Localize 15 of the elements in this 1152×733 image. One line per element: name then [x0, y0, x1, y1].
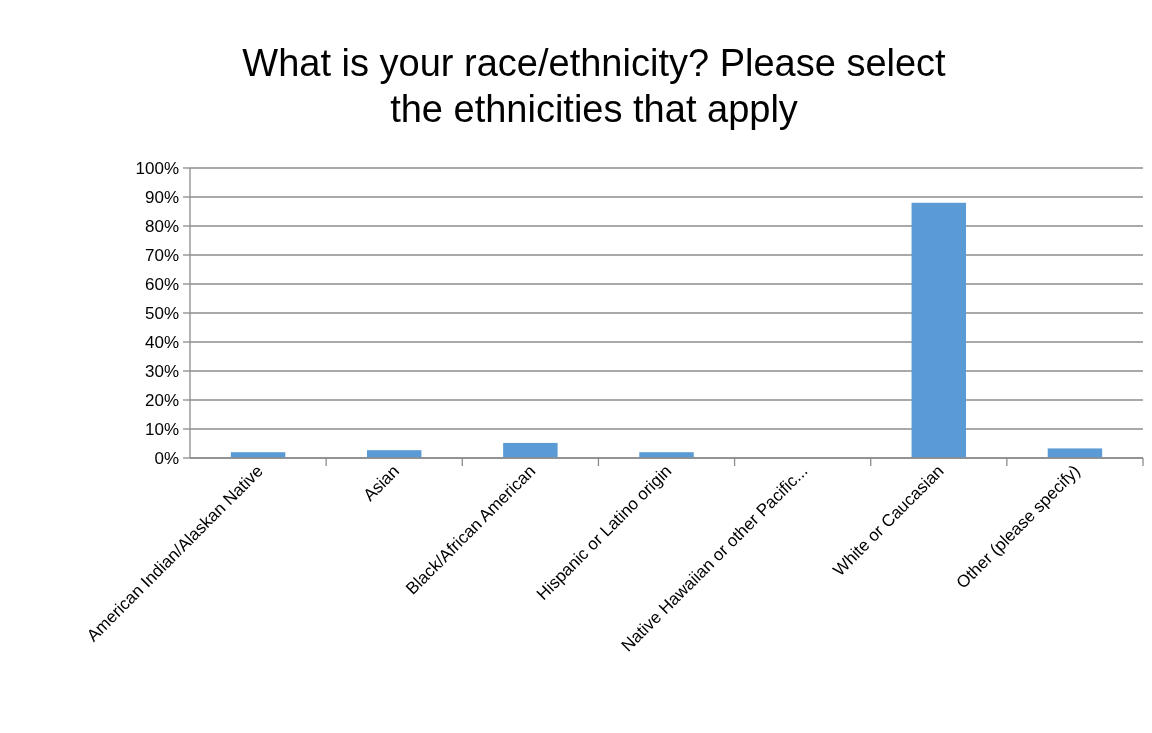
y-tick-label: 40%: [144, 332, 179, 352]
y-tick-label: 50%: [144, 303, 179, 323]
bar: [1047, 448, 1103, 458]
chart-title: What is your race/ethnicity? Please select the ethnicities that apply: [242, 42, 947, 130]
y-tick-label: 10%: [144, 419, 179, 439]
y-tick-label: 90%: [144, 187, 179, 207]
y-tick-label: 70%: [144, 245, 179, 265]
y-tick-label: 0%: [154, 448, 179, 468]
bar: [911, 202, 967, 458]
y-tick-label: 30%: [144, 361, 179, 381]
y-tick-label: 100%: [135, 158, 179, 178]
y-tick-label: 60%: [144, 274, 179, 294]
y-tick-label: 80%: [144, 216, 179, 236]
y-tick-label: 20%: [144, 390, 179, 410]
bar: [503, 442, 558, 458]
